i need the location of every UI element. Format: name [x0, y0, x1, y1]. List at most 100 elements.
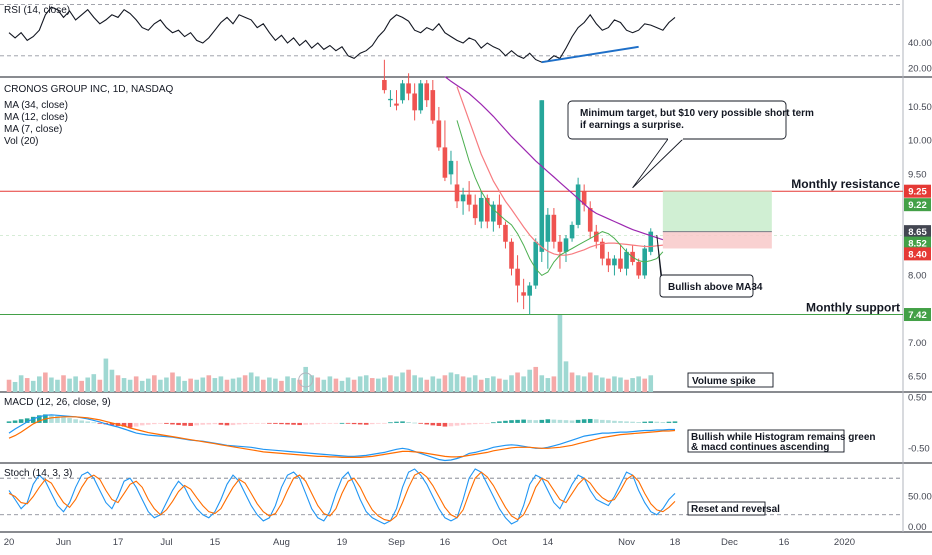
macd-histogram-bar [218, 422, 224, 425]
volume-bar [248, 372, 254, 392]
candle-body [545, 214, 551, 242]
price-badge-label: 9.25 [908, 187, 927, 198]
macd-histogram-bar [630, 421, 635, 423]
rsi-trendline [541, 45, 639, 64]
macd-note-box [687, 429, 845, 453]
macd-histogram-bar [182, 422, 187, 426]
macd-histogram-bar [333, 422, 339, 424]
volume-bar [418, 377, 424, 392]
candle-body [442, 147, 448, 178]
macd-title: MACD (12, 26, close, 9) [4, 397, 111, 408]
volume-bar [121, 378, 127, 392]
macd-histogram-bar [388, 422, 393, 424]
volume-bar [285, 376, 290, 392]
macd-histogram-bar [557, 419, 563, 423]
x-axis-tick: 2020 [834, 537, 855, 548]
macd-histogram-bar [260, 422, 266, 424]
macd-histogram-bar [509, 420, 514, 423]
macd-histogram-bar [18, 419, 24, 423]
price-badge [904, 236, 931, 250]
macd-histogram-bar [624, 421, 629, 423]
candle-body [515, 268, 520, 286]
price-badge-label: 8.65 [908, 227, 927, 238]
macd-note-line: & macd continues ascending [691, 442, 829, 453]
volume-bar [339, 380, 345, 392]
macd-histogram-bar [188, 422, 193, 426]
macd-histogram-bar [587, 418, 593, 423]
macd-histogram-bar [430, 422, 436, 426]
volume-bar [260, 379, 266, 392]
volume-bar [563, 361, 569, 392]
volume-bar [569, 372, 575, 392]
stoch-title: Stoch (14, 3, 3) [4, 468, 72, 479]
volume-bar [176, 376, 181, 392]
x-axis-tick: 17 [113, 537, 124, 548]
volume-bar [267, 377, 272, 392]
x-axis-tick: 14 [543, 537, 554, 548]
macd-histogram-bar [660, 422, 666, 423]
volume-bar [484, 378, 490, 392]
volume-bar [369, 378, 375, 392]
macd-histogram-bar [491, 422, 496, 424]
candle-body [472, 204, 478, 219]
volume-bar [376, 378, 381, 392]
volume-bar [400, 372, 405, 392]
macd-histogram-bar [666, 421, 672, 423]
volume-bar [491, 376, 496, 392]
macd-histogram-bar [345, 422, 351, 424]
macd-histogram-bar [230, 422, 236, 426]
volume-bar [297, 379, 302, 392]
macd-histogram-bar [315, 422, 321, 425]
macd-histogram-bar [382, 422, 387, 424]
ma7-line [456, 120, 664, 277]
price-y-tick: 6.50 [908, 372, 927, 383]
symbol-title: CRONOS GROUP INC, 1D, NASDAQ [4, 84, 174, 95]
volume-bar [109, 369, 115, 392]
macd-histogram-bar [339, 422, 345, 424]
macd-histogram-bar [321, 422, 327, 424]
macd-histogram-bar [436, 422, 442, 426]
volume-bar [133, 376, 139, 392]
volume-bar [242, 375, 248, 392]
macd-histogram-bar [291, 422, 296, 425]
volume-bar [345, 377, 351, 392]
candle-body [484, 197, 490, 222]
candle-body [581, 191, 587, 205]
macd-histogram-bar [545, 419, 551, 423]
volume-bar [12, 381, 18, 392]
macd-histogram-bar [569, 420, 575, 423]
macd-histogram-bar [285, 422, 290, 425]
volume-bar [24, 378, 30, 392]
candle-body [600, 241, 605, 259]
macd-histogram-bar [279, 422, 284, 425]
volume-bar [527, 369, 532, 392]
volume-bar [158, 379, 163, 392]
macd-histogram-bar [654, 421, 660, 423]
volume-bar [97, 379, 103, 392]
volume-bar [460, 376, 466, 392]
candle-body [648, 231, 654, 252]
volume-bar [79, 380, 84, 392]
macd-y-tick: -0.50 [908, 443, 930, 454]
macd-histogram-bar [49, 415, 54, 423]
volume-bar [557, 314, 563, 392]
ma34-line [444, 76, 664, 241]
macd-histogram-bar [12, 420, 18, 423]
macd-histogram-bar [73, 419, 78, 423]
indicator-legend-item: MA (7, close) [4, 124, 62, 135]
x-axis-tick: Nov [618, 537, 635, 548]
macd-histogram-bar [369, 422, 375, 425]
rsi-y-tick: 40.00 [908, 38, 932, 49]
volume-bar [388, 375, 393, 392]
macd-histogram-bar [6, 421, 12, 423]
price-badge-label: 8.52 [908, 239, 927, 250]
volume-bar [145, 378, 151, 392]
macd-histogram-bar [376, 422, 381, 424]
macd-histogram-bar [521, 419, 526, 423]
x-axis-tick: 20 [4, 537, 15, 548]
bullish-box [659, 274, 754, 298]
bullish-ma-label: Bullish above MA34 [668, 282, 763, 293]
macd-histogram-bar [448, 422, 454, 427]
candle-body [521, 292, 526, 296]
